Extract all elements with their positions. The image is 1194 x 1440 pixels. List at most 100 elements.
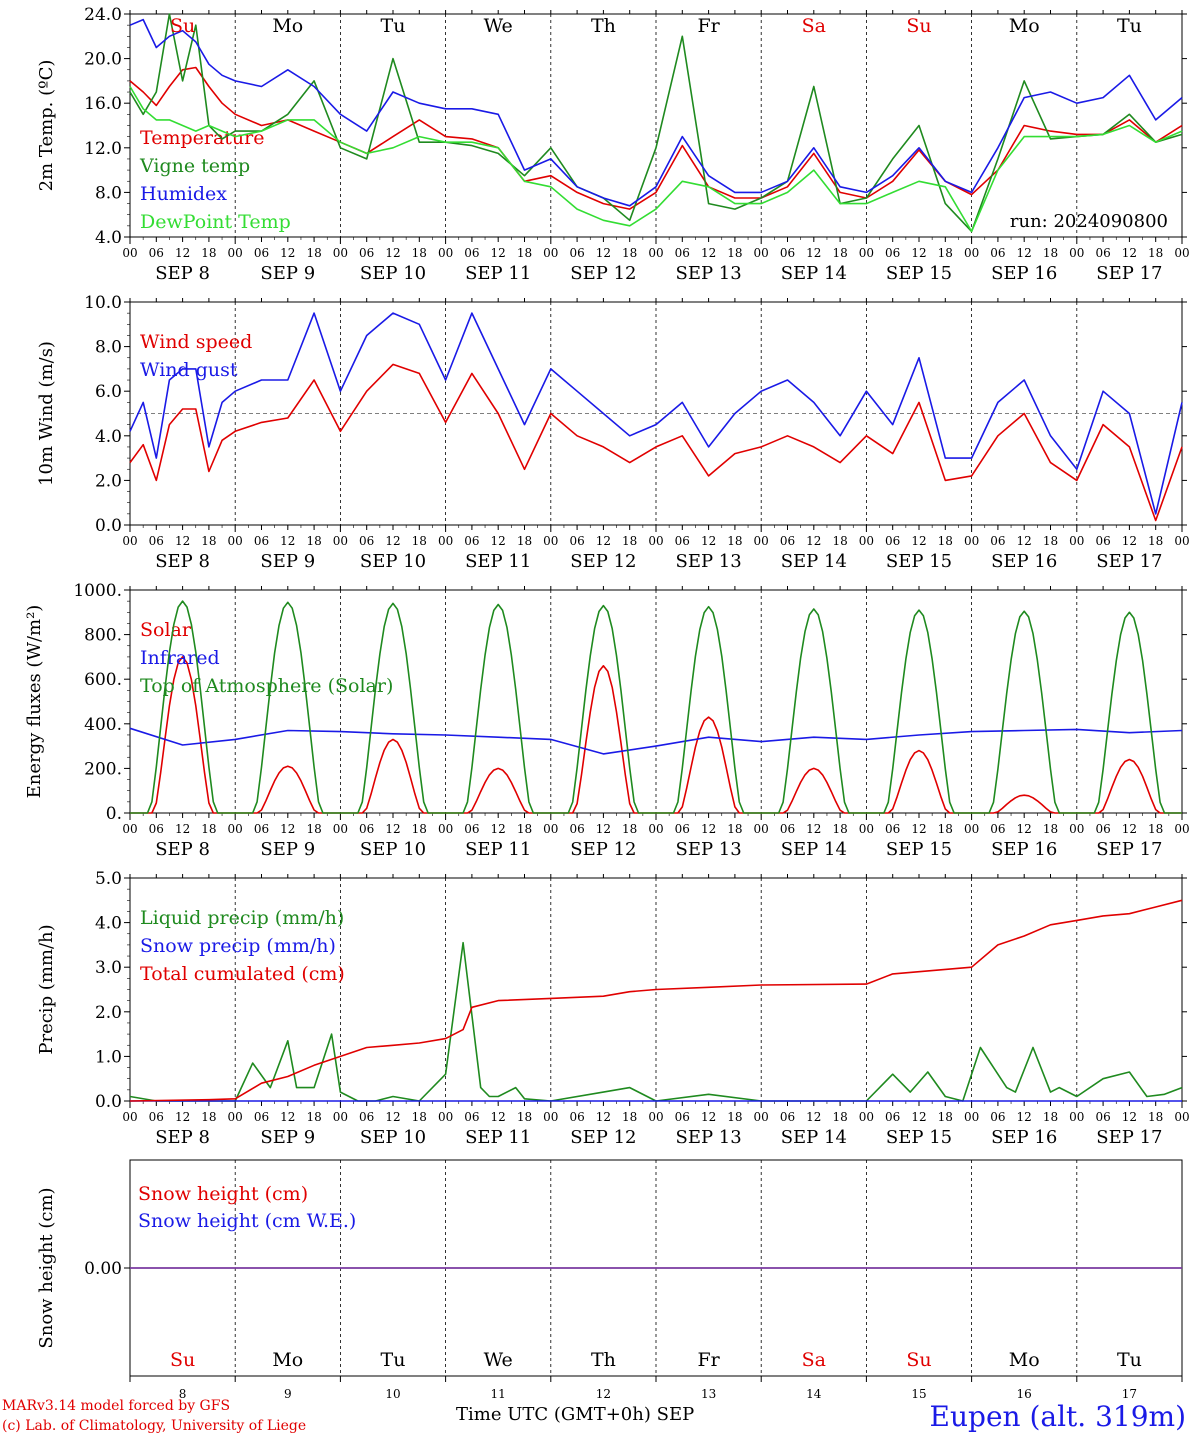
hour-tick-label: 00 — [1069, 1110, 1084, 1124]
weekday-label: Su — [906, 1349, 931, 1371]
date-label: SEP 11 — [465, 839, 531, 860]
weekday-label: Sa — [802, 15, 826, 37]
hour-tick-label: 00 — [754, 534, 769, 548]
hour-tick-label: 00 — [1174, 1110, 1189, 1124]
series-line-top-of-atmosphere-solar- — [130, 600, 1182, 814]
hour-tick-label: 00 — [228, 246, 243, 260]
run-label: run: 2024090800 — [1010, 211, 1168, 232]
hour-tick-label: 06 — [780, 246, 795, 260]
hour-tick-label: 00 — [964, 1110, 979, 1124]
hour-tick-label: 06 — [569, 534, 584, 548]
legend-entry: DewPoint Temp — [140, 211, 291, 233]
date-label: SEP 9 — [260, 839, 315, 860]
hour-tick-label: 06 — [885, 1110, 900, 1124]
weekday-label: Su — [170, 15, 195, 37]
hour-tick-label: 12 — [911, 822, 926, 836]
date-label: SEP 16 — [991, 263, 1057, 284]
weekday-label: We — [484, 1349, 513, 1371]
y-tick-label: 200. — [84, 759, 122, 779]
hour-tick-label: 00 — [333, 246, 348, 260]
hour-tick-label: 12 — [701, 822, 716, 836]
hour-tick-label: 12 — [1017, 534, 1032, 548]
day-number-label: 16 — [1017, 1387, 1032, 1400]
hour-tick-label: 00 — [648, 822, 663, 836]
date-label: SEP 14 — [781, 1127, 847, 1148]
hour-tick-label: 00 — [1069, 822, 1084, 836]
series-line-dewpoint-temp — [129, 86, 1183, 233]
hour-tick-label: 18 — [306, 534, 321, 548]
date-label: SEP 8 — [155, 551, 210, 572]
hour-tick-label: 06 — [569, 822, 584, 836]
hour-tick-label: 12 — [175, 822, 190, 836]
hour-tick-label: 18 — [938, 246, 953, 260]
hour-tick-label: 18 — [1148, 534, 1163, 548]
hour-tick-label: 00 — [333, 534, 348, 548]
date-label: SEP 16 — [991, 839, 1057, 860]
date-label: SEP 12 — [570, 1127, 636, 1148]
hour-tick-label: 12 — [1122, 534, 1137, 548]
date-label: SEP 15 — [886, 551, 952, 572]
y-tick-label: 16.0 — [84, 94, 122, 114]
date-label: SEP 16 — [991, 1127, 1057, 1148]
series-line-liquid-precip-mm-h- — [129, 941, 1183, 1102]
hour-tick-label: 00 — [964, 822, 979, 836]
y-tick-label: 600. — [84, 670, 122, 690]
hour-tick-label: 12 — [385, 1110, 400, 1124]
hour-tick-label: 12 — [175, 534, 190, 548]
day-number-label: 12 — [596, 1387, 611, 1400]
hour-tick-label: 06 — [990, 246, 1005, 260]
y-tick-label: 0.0 — [95, 1092, 122, 1112]
hour-tick-label: 00 — [333, 822, 348, 836]
hour-tick-label: 00 — [648, 534, 663, 548]
date-label: SEP 17 — [1096, 1127, 1162, 1148]
y-tick-label: 8.0 — [95, 338, 122, 358]
hour-tick-label: 18 — [727, 246, 742, 260]
weekday-label: We — [484, 15, 513, 37]
hour-tick-label: 12 — [911, 1110, 926, 1124]
legend-entry: Liquid precip (mm/h) — [140, 907, 344, 929]
y-tick-label: 2.0 — [95, 1003, 122, 1023]
hour-tick-label: 00 — [1174, 534, 1189, 548]
hour-tick-label: 18 — [306, 822, 321, 836]
day-number-label: 15 — [911, 1387, 926, 1400]
hour-tick-label: 12 — [280, 1110, 295, 1124]
y-axis-label: Snow height (cm) — [36, 1187, 57, 1348]
day-number-label: 17 — [1122, 1387, 1137, 1400]
hour-tick-label: 00 — [543, 534, 558, 548]
hour-tick-label: 00 — [543, 1110, 558, 1124]
hour-tick-label: 00 — [438, 1110, 453, 1124]
hour-tick-label: 12 — [806, 822, 821, 836]
hour-tick-label: 18 — [412, 822, 427, 836]
date-label: SEP 14 — [781, 551, 847, 572]
date-label: SEP 11 — [465, 263, 531, 284]
hour-tick-label: 06 — [254, 246, 269, 260]
day-number-label: 10 — [385, 1387, 400, 1400]
date-label: SEP 12 — [570, 263, 636, 284]
hour-tick-label: 06 — [254, 1110, 269, 1124]
hour-tick-label: 12 — [596, 534, 611, 548]
hour-tick-label: 18 — [622, 1110, 637, 1124]
y-tick-label: 1.0 — [95, 1047, 122, 1067]
date-label: SEP 10 — [360, 551, 426, 572]
hour-tick-label: 00 — [1069, 246, 1084, 260]
hour-tick-label: 18 — [201, 822, 216, 836]
hour-tick-label: 06 — [569, 1110, 584, 1124]
hour-tick-label: 06 — [780, 1110, 795, 1124]
date-label: SEP 15 — [886, 839, 952, 860]
hour-tick-label: 00 — [122, 246, 137, 260]
y-tick-label: 4.0 — [95, 228, 122, 248]
hour-tick-label: 00 — [964, 246, 979, 260]
hour-tick-label: 18 — [938, 822, 953, 836]
hour-tick-label: 00 — [1069, 534, 1084, 548]
hour-tick-label: 18 — [517, 822, 532, 836]
date-label: SEP 17 — [1096, 551, 1162, 572]
hour-tick-label: 06 — [1095, 822, 1110, 836]
y-tick-label: 5.0 — [95, 869, 122, 889]
hour-tick-label: 12 — [175, 1110, 190, 1124]
hour-tick-label: 00 — [228, 1110, 243, 1124]
hour-tick-label: 06 — [885, 822, 900, 836]
hour-tick-label: 12 — [701, 1110, 716, 1124]
hour-tick-label: 00 — [1174, 822, 1189, 836]
meteogram: 00 06 12 18 00 06 12 18 00 06 12 18 00 06 12 18 00 06 12 18… — [24, 5, 1190, 1400]
hour-tick-label: 12 — [701, 534, 716, 548]
